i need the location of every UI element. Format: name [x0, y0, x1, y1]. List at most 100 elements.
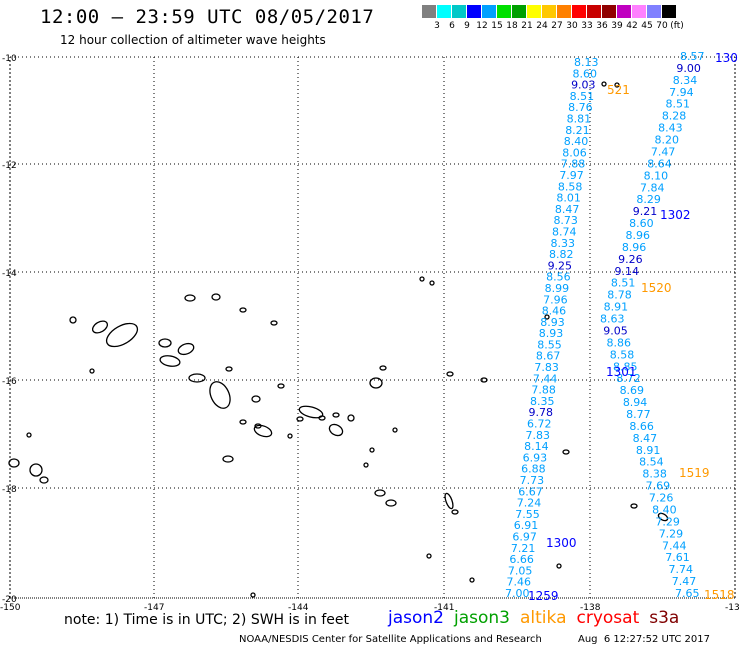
swh-value: 7.96: [543, 293, 568, 306]
island-outline: [446, 371, 454, 377]
swh-value: 7.05: [508, 564, 533, 577]
swh-value: 8.77: [626, 408, 651, 421]
satellite-legend-jason3: jason3: [454, 608, 510, 628]
island-outline: [379, 365, 387, 371]
latitude-label: -20: [2, 595, 17, 605]
island-outline: [451, 509, 459, 515]
island-outline: [657, 512, 669, 522]
island-outline: [184, 294, 196, 302]
swh-value: 7.44: [533, 372, 558, 385]
legend-label: 24: [536, 21, 548, 31]
island-outline: [614, 82, 620, 88]
swh-value: 8.67: [536, 350, 561, 363]
island-outline: [209, 381, 231, 409]
island-outline: [469, 577, 475, 583]
longitude-label: -138: [580, 603, 601, 613]
pass-time-label: 1518: [704, 588, 735, 602]
swh-value: 6.66: [509, 553, 534, 566]
island-outline: [239, 419, 247, 425]
swh-value: 7.83: [526, 429, 551, 442]
pass-time-label: 1301: [606, 365, 637, 379]
legend-swatch: [647, 5, 662, 18]
latitude-label: -10: [2, 54, 17, 64]
island-outline: [444, 492, 454, 510]
satellite-legend-altika: altika: [520, 608, 567, 628]
pass-time-label: 1259: [528, 589, 559, 603]
island-outline: [250, 592, 256, 598]
swh-value: 6.91: [514, 519, 539, 532]
island-outline: [298, 405, 324, 419]
pass-time-label: 1302: [660, 208, 691, 222]
swh-value: 8.54: [639, 456, 664, 469]
map-frame: [9, 56, 736, 599]
swh-value: 7.65: [675, 587, 700, 600]
legend-label: 27: [551, 21, 563, 31]
island-outline: [253, 424, 273, 438]
swh-value: 8.94: [623, 396, 648, 409]
swh-value: 7.26: [649, 492, 674, 505]
island-outline: [158, 338, 172, 348]
island-outline: [426, 553, 432, 559]
color-scale-legend: [422, 5, 677, 18]
island-outline: [556, 563, 562, 569]
island-outline: [296, 416, 304, 422]
island-outline: [385, 499, 397, 507]
swh-value: 8.35: [530, 395, 555, 408]
swh-value: 7.00: [505, 587, 530, 600]
swh-value: 7.97: [559, 169, 584, 182]
pass-time-label: 1300: [546, 536, 577, 550]
island-outline: [251, 395, 261, 403]
legend-swatch: [467, 5, 482, 18]
island-outline: [328, 423, 344, 437]
longitude-label: -147: [144, 603, 164, 613]
swh-value: 8.34: [673, 74, 698, 87]
swh-value: 8.91: [636, 444, 661, 457]
legend-label: 18: [506, 21, 518, 31]
satellite-legend-jason2: jason2: [388, 608, 444, 628]
swh-value: 7.44: [662, 539, 687, 552]
swh-value: 8.46: [542, 305, 567, 318]
swh-value: 7.69: [646, 480, 671, 493]
island-outline: [225, 366, 233, 372]
swh-value: 6.93: [523, 451, 548, 464]
swh-value: 9.05: [603, 324, 628, 337]
swh-value: 8.82: [549, 248, 574, 261]
island-outline: [347, 414, 355, 422]
island-outline: [211, 293, 221, 301]
island-outline: [8, 458, 20, 468]
legend-swatch: [542, 5, 557, 18]
latitude-label: -16: [2, 377, 17, 387]
note-text: note: 1) Time is in UTC; 2) SWH is in fe…: [64, 612, 350, 628]
swh-value: 7.24: [517, 497, 542, 510]
swh-value: 8.78: [607, 289, 632, 302]
island-outline: [277, 383, 285, 389]
pass-time-label: 521: [607, 83, 630, 97]
swh-value: 8.06: [562, 146, 587, 159]
legend-label: 70: [656, 21, 668, 31]
legend-swatch: [557, 5, 572, 18]
swh-value: 8.60: [629, 217, 654, 230]
swh-value: 7.74: [668, 563, 693, 576]
pass-time-label: 130: [715, 51, 738, 65]
page-subtitle: 12 hour collection of altimeter wave hei…: [60, 33, 326, 47]
swh-value: 8.74: [552, 225, 577, 238]
legend-swatch: [617, 5, 632, 18]
island-outline: [159, 355, 181, 367]
swh-value: 6.88: [521, 463, 546, 476]
swh-value: 6.72: [527, 418, 552, 431]
legend-swatch: [662, 5, 677, 18]
swh-value: 8.81: [567, 112, 592, 125]
satellite-legend-cryosat: cryosat: [576, 608, 640, 628]
legend-swatch: [422, 5, 437, 18]
legend-swatch: [452, 5, 467, 18]
island-outline: [69, 316, 77, 324]
swh-value: 8.40: [652, 503, 677, 516]
swh-value: 8.40: [564, 135, 589, 148]
swh-value: 8.76: [568, 101, 593, 114]
swh-value: 8.93: [540, 316, 565, 329]
swh-value: 8.55: [537, 338, 562, 351]
legend-label: 6: [449, 21, 455, 31]
legend-label: 30: [566, 21, 578, 31]
altika-track-values: 8.579.008.347.948.518.288.438.207.478.64…: [600, 50, 705, 600]
